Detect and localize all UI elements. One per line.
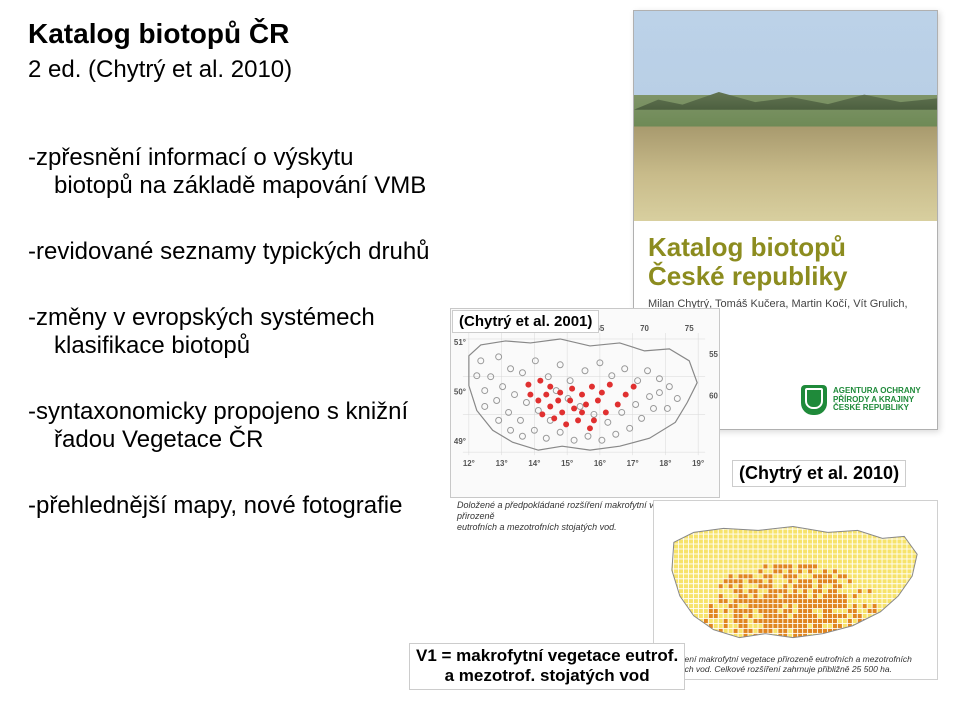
book-logo-text: AGENTURA OCHRANY PŘÍRODY A KRAJINY ČESKÉ… [833,387,923,412]
svg-text:17°: 17° [627,459,639,468]
svg-text:13°: 13° [496,459,508,468]
shield-icon [801,385,827,415]
label-v1: V1 = makrofytní vegetace eutrof. a mezot… [409,643,685,690]
svg-text:14°: 14° [528,459,540,468]
svg-text:60: 60 [709,392,718,401]
label-v1-l1: V1 = makrofytní vegetace eutrof. [416,646,678,665]
book-title: Katalog biotopů České republiky [648,233,923,290]
book-logo: AGENTURA OCHRANY PŘÍRODY A KRAJINY ČESKÉ… [801,385,923,415]
pixel-map-caption: Rozšíření makrofytní vegetace přirozeně … [660,655,931,675]
pixel-map: Rozšíření makrofytní vegetace přirozeně … [653,500,938,680]
svg-text:55: 55 [709,350,718,359]
svg-text:70: 70 [640,324,649,333]
svg-text:19°: 19° [692,459,704,468]
svg-text:49°: 49° [454,437,466,446]
svg-text:15°: 15° [561,459,573,468]
slide: Katalog biotopů ČR 2 ed. (Chytrý et al. … [0,0,960,720]
svg-text:16°: 16° [594,459,606,468]
dot-map: 12°13°14°15°16°17°18°19° 51°50°49° 65707… [450,308,720,498]
label-v1-l2: a mezotrof. stojatých vod [445,666,650,685]
label-chytry-2001: (Chytrý et al. 2001) [452,310,599,333]
pixel-map-svg [654,501,937,679]
book-title-line2: České republiky [648,262,923,291]
book-title-line1: Katalog biotopů [648,232,846,262]
svg-text:18°: 18° [659,459,671,468]
dot-map-caption-l1: Doložené a předpokládané rozšíření makro… [457,500,686,521]
label-chytry-2010: (Chytrý et al. 2010) [732,460,906,487]
svg-text:12°: 12° [463,459,475,468]
svg-text:75: 75 [685,324,694,333]
dot-map-svg: 12°13°14°15°16°17°18°19° 51°50°49° 65707… [451,309,719,497]
svg-text:51°: 51° [454,338,466,347]
svg-text:50°: 50° [454,388,466,397]
book-cover-photo [634,11,937,221]
